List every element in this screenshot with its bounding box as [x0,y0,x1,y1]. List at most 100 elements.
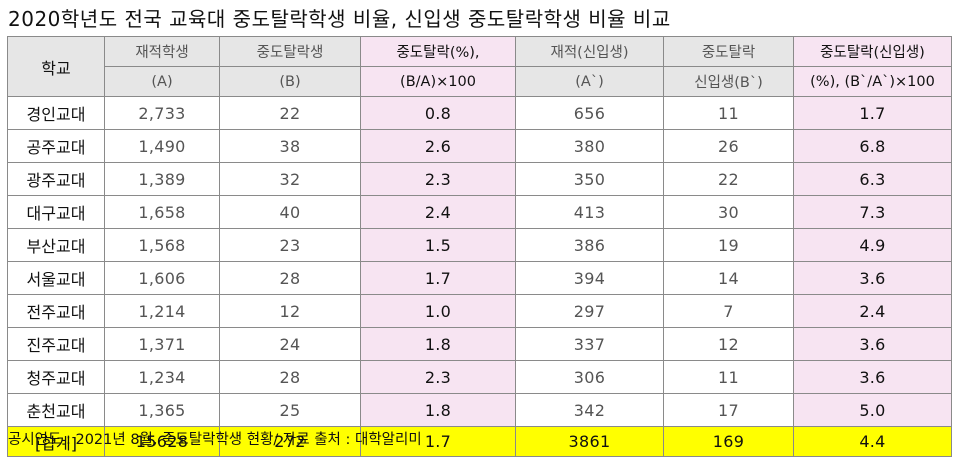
cell-fresh-enrolled: 413 [515,195,664,229]
cell-rate: 1.7 [360,261,516,295]
cell-fresh-dropout: 7 [663,294,794,328]
cell-dropout: 32 [219,162,361,196]
cell-dropout: 24 [219,327,361,361]
cell-school: 부산교대 [7,228,105,262]
source-note: 공시연도 : 2021년 8월, 중도탈락학생 현황/ 자료 출처 : 대학알리… [8,432,422,448]
cell-fresh-rate: 6.3 [793,162,952,196]
cell-rate: 2.6 [360,129,516,163]
cell-enrolled: 1,389 [104,162,220,196]
cell-fresh-dropout: 14 [663,261,794,295]
cell-fresh-dropout: 30 [663,195,794,229]
cell-fresh-enrolled: 337 [515,327,664,361]
page-title: 2020학년도 전국 교육대 중도탈락학생 비율, 신입생 중도탈락학생 비율 … [8,7,671,31]
table-row: 춘천교대 1,365 25 1.8 342 17 5.0 [7,393,952,427]
table-row: 서울교대 1,606 28 1.7 394 14 3.6 [7,261,952,295]
cell-fresh-enrolled: 350 [515,162,664,196]
cell-school: 대구교대 [7,195,105,229]
cell-dropout: 28 [219,261,361,295]
cell-fresh-enrolled: 297 [515,294,664,328]
cell-fresh-dropout: 26 [663,129,794,163]
cell-fresh-dropout: 11 [663,96,794,130]
cell-school: 춘천교대 [7,393,105,427]
cell-fresh-rate: 3.6 [793,327,952,361]
header-school: 학교 [7,36,105,97]
table-row: 경인교대 2,733 22 0.8 656 11 1.7 [7,96,952,130]
cell-enrolled: 1,365 [104,393,220,427]
cell-fresh-rate: 6.8 [793,129,952,163]
cell-dropout: 28 [219,360,361,394]
header-enrolled: 재적학생 [104,36,220,67]
cell-fresh-enrolled: 342 [515,393,664,427]
header-dropout-sub: (B) [219,66,361,97]
cell-fresh-enrolled: 386 [515,228,664,262]
cell-rate: 2.3 [360,360,516,394]
header-fresh-rate: 중도탈락(신입생) [793,36,952,67]
cell-enrolled: 1,371 [104,327,220,361]
cell-dropout: 40 [219,195,361,229]
cell-enrolled: 2,733 [104,96,220,130]
header-fresh-rate-sub: (%), (B`/A`)×100 [793,66,952,97]
cell-enrolled: 1,234 [104,360,220,394]
cell-fresh-enrolled: 394 [515,261,664,295]
cell-fresh-enrolled: 380 [515,129,664,163]
cell-rate: 1.5 [360,228,516,262]
cell-school: 광주교대 [7,162,105,196]
table-row: 진주교대 1,371 24 1.8 337 12 3.6 [7,327,952,361]
cell-fresh-rate: 2.4 [793,294,952,328]
cell-fresh-dropout: 22 [663,162,794,196]
table-row: 광주교대 1,389 32 2.3 350 22 6.3 [7,162,952,196]
cell-school: 서울교대 [7,261,105,295]
cell-fresh-rate: 7.3 [793,195,952,229]
cell-enrolled: 1,568 [104,228,220,262]
cell-dropout: 12 [219,294,361,328]
cell-fresh-dropout: 11 [663,360,794,394]
cell-rate: 2.3 [360,162,516,196]
dropout-table: 학교 재적학생 중도탈락생 중도탈락(%), 재적(신입생) 중도탈락 중도탈락… [7,36,952,457]
cell-enrolled: 1,658 [104,195,220,229]
cell-school: 청주교대 [7,360,105,394]
cell-school: 전주교대 [7,294,105,328]
cell-rate: 0.8 [360,96,516,130]
total-label: [합계] [7,426,105,457]
header-fresh-enrolled-sub: (A`) [515,66,664,97]
cell-fresh-enrolled: 306 [515,360,664,394]
table-row: 대구교대 1,658 40 2.4 413 30 7.3 [7,195,952,229]
total-fresh-dropout: 169 [663,426,794,457]
header-row-2: (A) (B) (B/A)×100 (A`) 신입생(B`) (%), (B`/… [8,66,952,97]
cell-fresh-rate: 3.6 [793,360,952,394]
cell-fresh-dropout: 12 [663,327,794,361]
cell-dropout: 38 [219,129,361,163]
total-row: [합계] 15628 272 1.7 3861 169 4.4 [7,426,952,457]
cell-dropout: 25 [219,393,361,427]
table-row: 부산교대 1,568 23 1.5 386 19 4.9 [7,228,952,262]
total-fresh-rate: 4.4 [793,426,952,457]
cell-school: 진주교대 [7,327,105,361]
header-enrolled-sub: (A) [104,66,220,97]
cell-fresh-rate: 5.0 [793,393,952,427]
header-fresh-enrolled: 재적(신입생) [515,36,664,67]
table-row: 청주교대 1,234 28 2.3 306 11 3.6 [7,360,952,394]
header-rate-sub: (B/A)×100 [360,66,516,97]
cell-school: 경인교대 [7,96,105,130]
header-fresh-dropout-sub: 신입생(B`) [663,66,794,97]
cell-rate: 2.4 [360,195,516,229]
cell-dropout: 22 [219,96,361,130]
table-row: 공주교대 1,490 38 2.6 380 26 6.8 [7,129,952,163]
cell-enrolled: 1,606 [104,261,220,295]
cell-fresh-rate: 1.7 [793,96,952,130]
cell-dropout: 23 [219,228,361,262]
cell-enrolled: 1,214 [104,294,220,328]
total-rate: 1.7 [360,426,516,457]
cell-fresh-rate: 4.9 [793,228,952,262]
cell-rate: 1.8 [360,393,516,427]
header-dropout: 중도탈락생 [219,36,361,67]
total-fresh-enrolled: 3861 [515,426,664,457]
cell-school: 공주교대 [7,129,105,163]
header-rate: 중도탈락(%), [360,36,516,67]
cell-fresh-dropout: 19 [663,228,794,262]
table-row: 전주교대 1,214 12 1.0 297 7 2.4 [7,294,952,328]
cell-fresh-dropout: 17 [663,393,794,427]
cell-enrolled: 1,490 [104,129,220,163]
header-fresh-dropout: 중도탈락 [663,36,794,67]
cell-rate: 1.8 [360,327,516,361]
